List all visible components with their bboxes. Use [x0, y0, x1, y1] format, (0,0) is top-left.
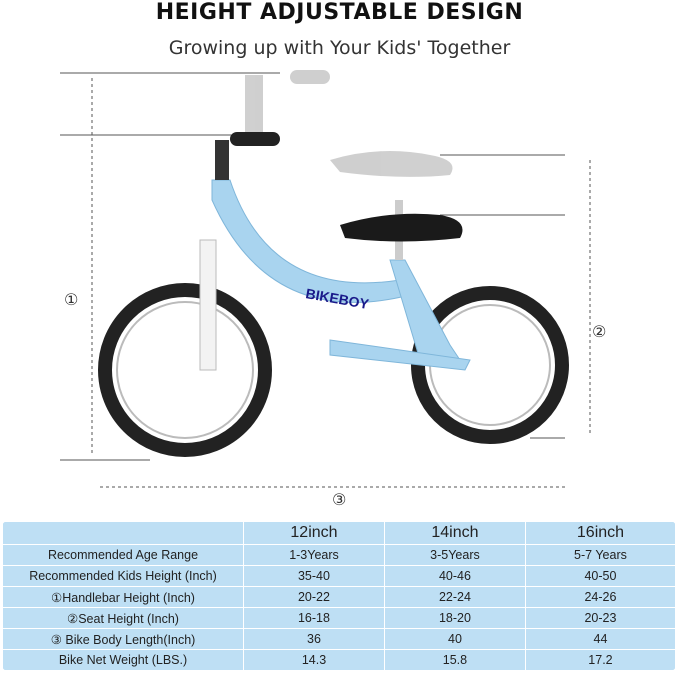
handlebar-grip: [230, 132, 280, 146]
table-cell: 18-20: [383, 607, 526, 629]
table-cell: 17.2: [524, 649, 677, 671]
subtitle: Growing up with Your Kids' Together: [168, 37, 511, 59]
table-cell: 24-26: [524, 586, 677, 608]
bike-illustration: BIKEBOY: [60, 70, 591, 488]
table-cell: 15.8: [383, 649, 526, 671]
table-row: Recommended Age Range 1-3Years 3-5Years 5-7…: [2, 544, 677, 566]
table-cell: 1-3Years: [243, 544, 385, 566]
table-row: Recommended Kids Height (Inch) 35-40 40-46…: [2, 565, 677, 587]
row-label: ②Seat Height (Inch): [2, 607, 244, 629]
fork: [199, 239, 217, 371]
table-cell: 5-7 Years: [524, 544, 677, 566]
marker-2: ②: [592, 322, 607, 341]
table-header: 12inch 14inch 16inch: [2, 521, 677, 545]
table-cell: 44: [524, 628, 677, 650]
row-label: Recommended Kids Height (Inch): [2, 565, 244, 587]
table-row: ③ Bike Body Length(Inch) 36 40 44: [2, 628, 677, 650]
row-label: ①Handlebar Height (Inch): [2, 586, 244, 608]
table-cell: 20-23: [524, 607, 677, 629]
table-cell: 35-40: [243, 565, 385, 587]
table-cell: 16-18: [243, 607, 385, 629]
table-cell: 20-22: [243, 586, 385, 608]
marker-1: ①: [64, 290, 79, 309]
table-cell: 40: [383, 628, 526, 650]
marker-3: ③: [332, 490, 347, 509]
raised-position-ghost: [245, 70, 453, 177]
row-label: Bike Net Weight (LBS.): [2, 649, 244, 671]
table-cell: 14.3: [243, 649, 385, 671]
table-row: Bike Net Weight (LBS.) 14.3 15.8 17.2: [2, 649, 677, 671]
table-row: ①Handlebar Height (Inch) 20-22 22-24 24-26: [2, 586, 677, 608]
table-cell: 3-5Years: [383, 544, 526, 566]
row-label: Recommended Age Range: [2, 544, 244, 566]
wheels: [98, 283, 569, 457]
bike-frame: [211, 179, 471, 371]
size-table: 12inch 14inch 16inch Recommended Age Ran…: [2, 521, 677, 671]
page-title: HEIGHT ADJUSTABLE DESIGN: [155, 0, 524, 25]
table-row: ②Seat Height (Inch) 16-18 18-20 20-23: [2, 607, 677, 629]
table-cell: 40-46: [383, 565, 526, 587]
table-cell: 40-50: [524, 565, 677, 587]
seat: [340, 213, 463, 242]
table-cell: 22-24: [383, 586, 526, 608]
table-cell: 36: [243, 628, 385, 650]
row-label: ③ Bike Body Length(Inch): [2, 628, 244, 650]
